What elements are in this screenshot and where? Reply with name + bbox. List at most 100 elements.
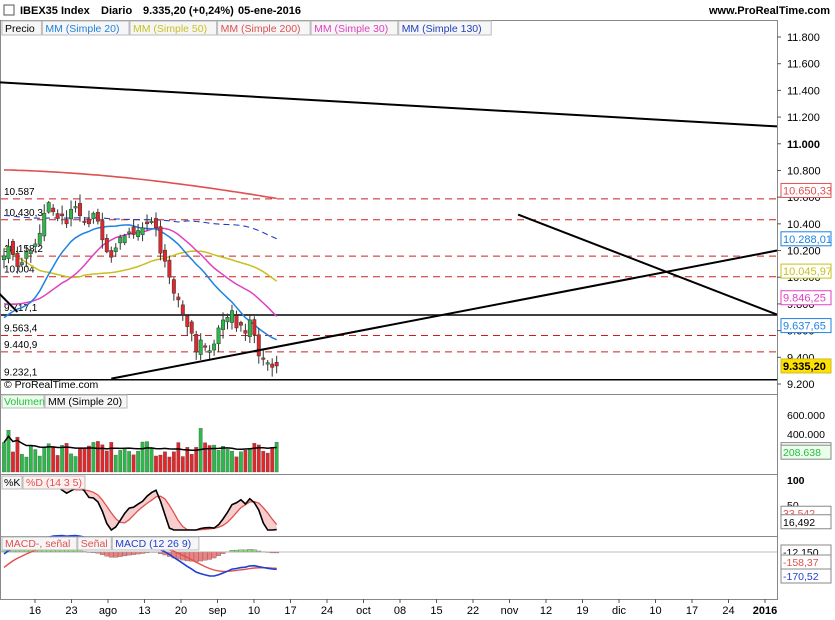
x-tick-label: 19 bbox=[576, 605, 588, 617]
volume-bar bbox=[167, 456, 172, 473]
volume-bar bbox=[64, 443, 69, 473]
candle-body bbox=[185, 315, 190, 327]
stochastic-panel bbox=[0, 474, 778, 537]
legend-label: MACD-, señal bbox=[5, 538, 70, 550]
candle-body bbox=[118, 236, 123, 244]
volume-bar bbox=[270, 447, 275, 473]
candle-body bbox=[136, 230, 141, 237]
value-marker-label: 10.650,33 bbox=[783, 185, 832, 197]
candle-body bbox=[256, 334, 261, 357]
price-tick-label: 10.200 bbox=[787, 246, 821, 258]
volume-bar bbox=[33, 449, 38, 473]
header-site: www.ProRealTime.com bbox=[708, 5, 830, 17]
header-symbol: IBEX35 Index bbox=[20, 5, 91, 17]
stoch-value-label: 16,492 bbox=[783, 517, 815, 529]
volume-bar bbox=[256, 444, 261, 473]
volume-bar bbox=[2, 442, 6, 473]
volume-bar bbox=[136, 450, 140, 473]
candle-body bbox=[154, 218, 158, 229]
legend-item bbox=[44, 394, 128, 409]
candle-body bbox=[145, 221, 149, 225]
volume-bar bbox=[15, 436, 20, 473]
volume-bar bbox=[163, 451, 167, 473]
legend-label: MACD (12 26 9) bbox=[115, 538, 191, 550]
candle-body bbox=[252, 319, 257, 335]
legend-label: MM (Simple 200) bbox=[221, 23, 301, 35]
legend-item bbox=[22, 475, 86, 490]
candle-body bbox=[15, 252, 20, 267]
candle-body bbox=[189, 321, 194, 334]
volume-bar bbox=[247, 449, 252, 473]
volume-bar bbox=[11, 451, 15, 473]
candle-body bbox=[247, 319, 252, 337]
value-marker bbox=[780, 290, 832, 306]
macd-histogram-bar bbox=[216, 551, 221, 556]
candle-body bbox=[100, 220, 105, 241]
candle-body bbox=[28, 250, 33, 254]
candle-body bbox=[270, 363, 275, 368]
x-tick-label: 10 bbox=[649, 605, 661, 617]
volume-bar bbox=[51, 446, 56, 473]
header-period: Diario bbox=[101, 5, 132, 17]
candle-body bbox=[158, 226, 163, 254]
volume-ma-line bbox=[3, 435, 277, 452]
value-marker bbox=[780, 182, 832, 198]
legend-label: %D (14 3 5) bbox=[26, 477, 82, 489]
header-date: 05-ene-2016 bbox=[238, 5, 301, 17]
volume-bar bbox=[194, 447, 199, 473]
sma200-line bbox=[3, 169, 277, 200]
volume-bar bbox=[131, 454, 136, 473]
volume-bar bbox=[46, 443, 51, 473]
candle-body bbox=[207, 350, 212, 353]
volume-bar bbox=[239, 451, 243, 473]
header-bar bbox=[0, 0, 835, 20]
volume-bar bbox=[154, 455, 158, 473]
candle-body bbox=[86, 218, 91, 225]
candle-body bbox=[162, 249, 167, 262]
candle-body bbox=[127, 231, 132, 234]
price-tick-label: 9.200 bbox=[787, 379, 815, 391]
x-tick-label: 10 bbox=[248, 605, 260, 617]
trendline bbox=[517, 213, 778, 316]
volume-bar bbox=[212, 444, 216, 473]
volume-bar bbox=[82, 448, 87, 473]
value-marker bbox=[780, 318, 832, 334]
legend-item bbox=[310, 20, 399, 36]
candle-body bbox=[176, 296, 181, 301]
candle-body bbox=[238, 322, 243, 326]
volume-bar bbox=[176, 442, 181, 473]
volume-bar bbox=[225, 449, 230, 473]
x-tick-label: 24 bbox=[722, 605, 734, 617]
macd-histogram-bar bbox=[108, 551, 114, 558]
candle-body bbox=[243, 330, 248, 334]
x-tick-label: 17 bbox=[284, 605, 296, 617]
candle-body bbox=[6, 246, 11, 259]
volume-bar bbox=[185, 447, 190, 473]
legend-label: MM (Simple 30) bbox=[314, 23, 388, 35]
candle-body bbox=[212, 343, 217, 351]
value-marker-label: 9.637,65 bbox=[783, 321, 826, 333]
value-marker-label: 9.846,25 bbox=[783, 293, 826, 305]
volume-bar bbox=[265, 452, 270, 473]
volume-bar bbox=[149, 447, 154, 473]
macd-histogram-bar bbox=[117, 551, 123, 557]
candle-body bbox=[194, 334, 199, 353]
legend-item bbox=[217, 20, 311, 36]
candle-body bbox=[149, 220, 154, 223]
candle-body bbox=[216, 327, 221, 344]
volume-tick-label: 600.000 bbox=[787, 410, 825, 422]
level-label: 9.232,1 bbox=[4, 368, 38, 379]
volume-bar bbox=[274, 442, 279, 473]
sma30-line bbox=[3, 227, 278, 317]
stoch-value-marker bbox=[780, 514, 832, 530]
x-tick-label: nov bbox=[501, 605, 519, 617]
volume-bar bbox=[87, 445, 91, 473]
candle-body bbox=[91, 212, 96, 219]
price-tick-label: 11.000 bbox=[787, 139, 820, 151]
volume-bar bbox=[118, 450, 123, 473]
value-marker-label: 10.045,97 bbox=[783, 266, 832, 278]
candle-body bbox=[225, 317, 230, 323]
legend-label: Volumen bbox=[4, 396, 45, 408]
candle-body bbox=[24, 251, 29, 259]
